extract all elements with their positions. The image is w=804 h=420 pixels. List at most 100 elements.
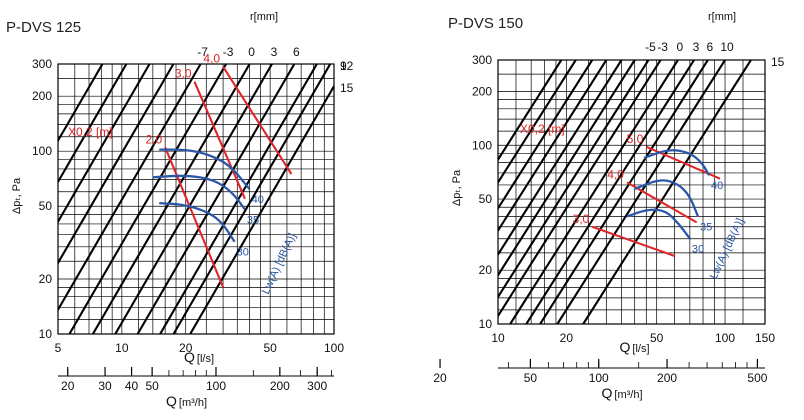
y-tick-label: 50 [39, 199, 53, 213]
sound-curve [159, 201, 236, 243]
sound-label: Lw(A) [dB(A)] [708, 216, 747, 281]
secondary-axis-label: Q [m³/h] [602, 385, 643, 401]
system-line [498, 60, 623, 257]
y-tick-label: 100 [472, 138, 492, 152]
chart-title: P-DVS 125 [6, 19, 81, 36]
secondary-tick-label: 100 [589, 371, 609, 385]
throw-line [591, 225, 676, 257]
sound-curves [152, 148, 251, 243]
throw-line-label: 3,0 [573, 212, 590, 226]
system-line-label: 6 [706, 40, 713, 54]
system-lines [498, 60, 752, 324]
system-line [58, 64, 151, 224]
system-line [498, 60, 662, 318]
sound-curve [643, 149, 710, 176]
system-line [582, 60, 752, 324]
system-line-label: 0 [248, 45, 255, 59]
y-tick-label: 200 [472, 84, 492, 98]
system-line-labels: -7 -3 0 3 6 912 15 [197, 45, 353, 95]
plot-frame [57, 63, 335, 335]
throw-line-label: 2,0 [145, 132, 162, 146]
x-tick-label: 100 [715, 331, 735, 345]
throw-label: X0,2 [m] [68, 125, 113, 139]
secondary-axis: 20 30 40 50 100 200 300 [58, 367, 334, 393]
system-line-label: 15 [771, 55, 785, 69]
throw-line-label: 3,0 [175, 67, 192, 81]
secondary-tick-label: 50 [145, 379, 159, 393]
sound-label: Lw(A) [dB(A)] [260, 231, 299, 296]
x-axis-label-symbol: Q [620, 339, 631, 355]
system-line [525, 60, 695, 324]
y-tick-label: 50 [479, 192, 493, 206]
throw-line-label: 5,0 [627, 132, 644, 146]
chart-title: P-DVS 150 [448, 15, 523, 32]
system-line-label: 3 [271, 45, 278, 59]
system-line [91, 64, 251, 334]
secondary-tick-label: 100 [206, 379, 226, 393]
x-axis-label: Q [l/s] [620, 339, 650, 355]
system-line [556, 60, 726, 324]
system-line [58, 64, 104, 143]
plot-frame [497, 59, 766, 325]
system-line [189, 84, 334, 334]
y-tick-label: 200 [32, 89, 52, 103]
throw-line-label: 4,0 [203, 52, 220, 66]
system-line-label: 9 [340, 59, 347, 73]
system-lines [58, 64, 334, 334]
sound-curve [626, 208, 691, 240]
sound-curve-label: 30 [237, 247, 249, 259]
system-line [498, 60, 636, 278]
system-line-label: -3 [657, 40, 668, 54]
system-line-labels: -5 -3 0 3 6 10 15 [645, 40, 785, 69]
secondary-axis-label-symbol: Q [602, 385, 613, 401]
sound-curve-labels: 30 35 40 [237, 194, 264, 259]
y-axis-label: Δpₜ, Pa [451, 169, 463, 206]
y-tick-label: 20 [479, 263, 493, 277]
sound-curve-label: 35 [700, 221, 712, 233]
sound-curve-label: 35 [247, 214, 259, 226]
x-tick-label: 50 [650, 331, 664, 345]
throw-line-labels: 2,0 3,0 4,0 [145, 52, 220, 147]
x-tick-label: 10 [491, 331, 505, 345]
sound-curve-labels: 30 35 40 [692, 180, 723, 256]
system-line [172, 64, 332, 334]
secondary-tick-label: 200 [657, 371, 677, 385]
sound-curve-label: 40 [252, 194, 264, 206]
system-line [498, 60, 650, 299]
system-line [498, 60, 577, 185]
system-line-label: 15 [340, 81, 354, 95]
system-line [509, 60, 679, 324]
sound-curves [626, 149, 710, 240]
y-tick-label: 20 [39, 272, 53, 286]
y-tick-label: 300 [472, 53, 492, 67]
y-tick-label: 100 [32, 144, 52, 158]
secondary-axis-label-symbol: Q [166, 393, 177, 409]
throw-label: X0,2 [m] [520, 122, 565, 136]
system-line [58, 64, 128, 184]
secondary-tick-label: 40 [125, 379, 139, 393]
sound-curve [152, 174, 246, 211]
system-line [539, 60, 709, 324]
system-line [498, 60, 594, 211]
sound-curve [634, 179, 700, 217]
system-line-label: 6 [293, 45, 300, 59]
secondary-tick-label: 300 [307, 379, 327, 393]
throw-line [164, 146, 225, 288]
secondary-axis-label-unit: [m³/h] [179, 397, 207, 409]
secondary-axis-label-unit: [m³/h] [614, 389, 642, 401]
throw-line [626, 181, 698, 224]
system-line-label: 12 [340, 59, 354, 73]
x-axis-label-unit: [l/s] [632, 343, 649, 355]
x-axis-label-unit: [l/s] [197, 353, 214, 365]
y-axis-label: Δpₜ, Pa [11, 177, 23, 214]
secondary-tick-label: 500 [747, 371, 767, 385]
secondary-tick-label: 20 [433, 371, 447, 385]
secondary-tick-label: 20 [61, 379, 75, 393]
secondary-axis-label: Q [m³/h] [166, 393, 207, 409]
secondary-tick-label: 50 [524, 371, 538, 385]
r-label: r[mm] [250, 11, 278, 23]
x-tick-label: 100 [324, 341, 344, 355]
x-tick-label: 5 [55, 341, 62, 355]
